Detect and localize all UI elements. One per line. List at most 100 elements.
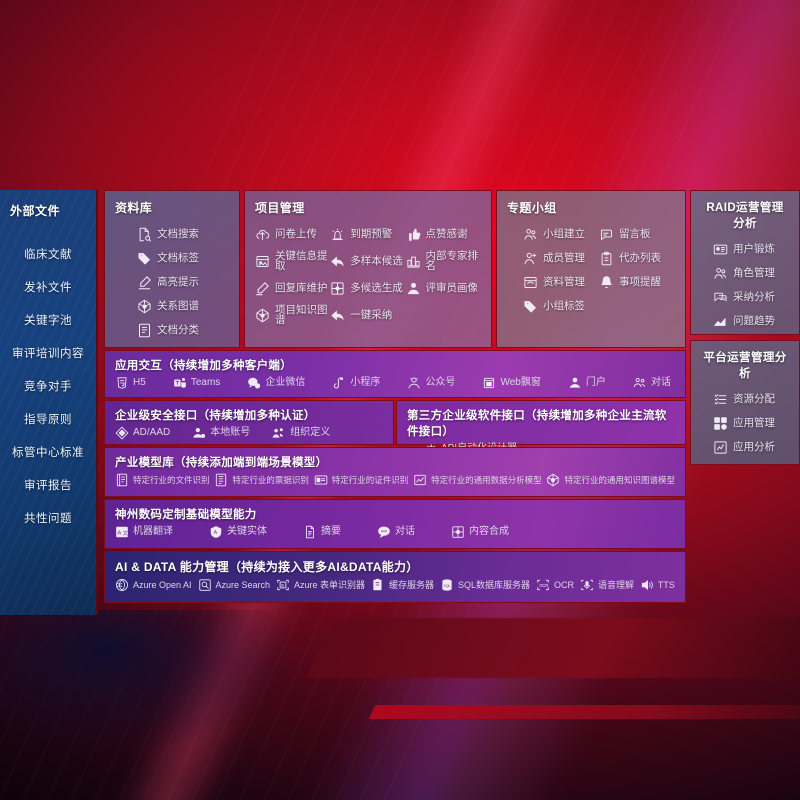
app-item-miniprogram[interactable]: 小程序 — [332, 376, 380, 390]
official-account-icon — [407, 376, 421, 390]
project-item-reply-library[interactable]: 回复库维护 — [255, 276, 330, 300]
project-item-thanks-like[interactable]: 点赞感谢 — [406, 222, 481, 246]
qa-bubble-icon: QA — [713, 290, 728, 305]
security-item-org-definition[interactable]: 组织定义 — [272, 426, 330, 440]
svg-text:QA: QA — [721, 296, 727, 300]
app-item-web-popup[interactable]: Web飘窗 — [482, 376, 541, 390]
sidebar-item-supplement-docs[interactable]: 发补文件 — [24, 281, 72, 294]
industry-item-data-analysis-model[interactable]: 特定行业的通用数据分析模型 — [413, 473, 542, 487]
library-item-graph[interactable]: 关系图谱 — [137, 294, 229, 318]
project-item-multi-sample[interactable]: 多样本候选 — [330, 246, 405, 276]
project-item-knowledge-graph[interactable]: 项目知识图谱 — [255, 300, 330, 330]
basemodel-item-key-entity[interactable]: A 关键实体 — [209, 525, 267, 539]
platform-item-app-management[interactable]: 应用管理 — [713, 411, 789, 435]
org-people-icon — [272, 426, 286, 440]
grid-split-icon — [330, 281, 345, 296]
app-item-wecom[interactable]: 企业微信 — [247, 376, 305, 390]
project-item-expiry-alert[interactable]: 到期预警 — [330, 222, 405, 246]
shield-diamond-icon — [115, 426, 129, 440]
sidebar-item-guidelines[interactable]: 指导原则 — [24, 413, 72, 426]
basemodel-item-label: 关键实体 — [227, 526, 267, 537]
app-item-h5[interactable]: H5 — [115, 376, 146, 390]
bar-industry-items: 特定行业的文件识别 特定行业的票据识别 特定行业的证件识别 特定行业的通用数据分… — [115, 473, 675, 487]
app-item-official-account[interactable]: 公众号 — [407, 376, 455, 390]
file-recognize-icon — [115, 473, 129, 487]
security-item-ad-aad[interactable]: AD/AAD — [115, 426, 170, 440]
app-item-label: 小程序 — [350, 377, 381, 388]
app-item-portal[interactable]: 门户 — [568, 376, 606, 390]
aidata-item-label: TTS — [657, 579, 675, 590]
raid-item-role-management[interactable]: 角色管理 — [713, 261, 789, 285]
sidebar-item-standards-center[interactable]: 标管中心标准 — [12, 446, 84, 459]
data-analysis-icon — [413, 473, 427, 487]
basemodel-item-dialog[interactable]: 对话 — [377, 525, 415, 539]
aidata-item-tts[interactable]: TTS — [640, 578, 675, 592]
doc-search-icon — [137, 227, 152, 242]
security-item-local-account[interactable]: 本地账号 — [192, 426, 250, 440]
app-item-teams[interactable]: Teams — [173, 376, 220, 390]
arrow-back-icon — [330, 308, 345, 323]
industry-item-receipt-recognition[interactable]: 特定行业的票据识别 — [214, 473, 309, 487]
basemodel-item-summary[interactable]: 摘要 — [303, 525, 341, 539]
app-item-label: Web飘窗 — [500, 377, 541, 388]
industry-item-knowledge-graph-model[interactable]: 特定行业的通用知识图谱模型 — [546, 473, 675, 487]
raid-item-issue-trend[interactable]: 问题趋势 — [713, 309, 789, 333]
group-item-message-board[interactable]: 留言板 — [599, 222, 675, 246]
industry-item-label: 特定行业的通用知识图谱模型 — [564, 474, 675, 485]
library-item-doc-classify[interactable]: 文档分类 — [137, 318, 229, 342]
group-item-label: 小组建立 — [543, 227, 585, 240]
aidata-item-ocr[interactable]: OCR OCR — [536, 578, 574, 592]
industry-item-file-recognition[interactable]: 特定行业的文件识别 — [115, 473, 210, 487]
sidebar-item-review-training[interactable]: 审评培训内容 — [12, 347, 84, 360]
cache-server-icon — [371, 578, 385, 592]
library-item-doc-search[interactable]: 文档搜索 — [137, 222, 229, 246]
project-item-multi-candidate[interactable]: 多候选生成 — [330, 276, 405, 300]
group-item-member-management[interactable]: 成员管理 — [523, 246, 599, 270]
aidata-item-azure-openai[interactable]: Azure Open AI — [115, 578, 192, 592]
sidebar-item-competitors[interactable]: 竞争对手 — [24, 380, 72, 393]
basemodel-item-content-synthesis[interactable]: 内容合成 — [451, 525, 509, 539]
aidata-item-cache-server[interactable]: 缓存服务器 — [371, 578, 434, 592]
sidebar-item-keyword-pool[interactable]: 关键字池 — [24, 314, 72, 327]
aidata-item-azure-search[interactable]: Azure Search — [198, 578, 270, 592]
summary-doc-icon — [303, 525, 317, 539]
aidata-item-sql-server[interactable]: SQL SQL数据库服务器 — [440, 578, 530, 592]
panel-platform-analysis: 平台运营管理分析 资源分配 应用管理 应用分析 — [690, 340, 800, 465]
id-card-icon — [713, 242, 728, 257]
group-item-create-group[interactable]: 小组建立 — [523, 222, 599, 246]
group-item-todo-list[interactable]: 代办列表 — [599, 246, 675, 270]
project-item-one-click-adopt[interactable]: 一键采纳 — [330, 300, 405, 330]
project-item-key-info-extract[interactable]: 关键信息提取 — [255, 246, 330, 276]
sidebar-item-clinical-literature[interactable]: 临床文献 — [24, 248, 72, 261]
aidata-item-form-recognizer[interactable]: E Azure 表单识别器 — [276, 578, 365, 592]
raid-item-user-training[interactable]: 用户锻炼 — [713, 237, 789, 261]
security-item-label: 本地账号 — [210, 427, 251, 438]
receipt-recognize-icon — [214, 473, 228, 487]
project-item-expert-ranking[interactable]: 内部专家排名 — [406, 246, 481, 276]
svg-text:E: E — [281, 583, 284, 588]
platform-item-app-analysis[interactable]: 应用分析 — [713, 435, 789, 459]
library-item-doc-tag[interactable]: 文档标签 — [137, 246, 229, 270]
project-item-reviewer-profile[interactable]: 评审员画像 — [406, 276, 481, 300]
form-recognizer-icon: E — [276, 578, 290, 592]
aidata-item-speech-understanding[interactable]: 语音理解 — [580, 578, 634, 592]
group-item-material-management[interactable]: 资料管理 — [523, 270, 599, 294]
app-item-label: 对话 — [650, 377, 671, 388]
ocr-icon: OCR — [536, 578, 550, 592]
group-item-group-tag[interactable]: 小组标签 — [523, 294, 599, 318]
project-item-questionnaire-upload[interactable]: 问卷上传 — [255, 222, 330, 246]
group-item-reminder[interactable]: 事项提醒 — [599, 270, 675, 294]
bar-security-items: AD/AAD 本地账号 组织定义 — [115, 426, 383, 440]
platform-item-resource-allocation[interactable]: 资源分配 — [713, 387, 789, 411]
sidebar-item-review-report[interactable]: 审评报告 — [24, 479, 72, 492]
sidebar-item-common-issues[interactable]: 共性问题 — [24, 512, 72, 525]
project-item-label: 多候选生成 — [350, 281, 403, 294]
library-item-highlight[interactable]: 高亮提示 — [137, 270, 229, 294]
pen-edit-icon — [255, 281, 270, 296]
raid-item-adoption-analysis[interactable]: QA 采纳分析 — [713, 285, 789, 309]
app-item-dialog[interactable]: 对话 — [633, 376, 671, 390]
tts-icon — [640, 578, 654, 592]
industry-item-id-recognition[interactable]: 特定行业的证件识别 — [314, 473, 408, 487]
